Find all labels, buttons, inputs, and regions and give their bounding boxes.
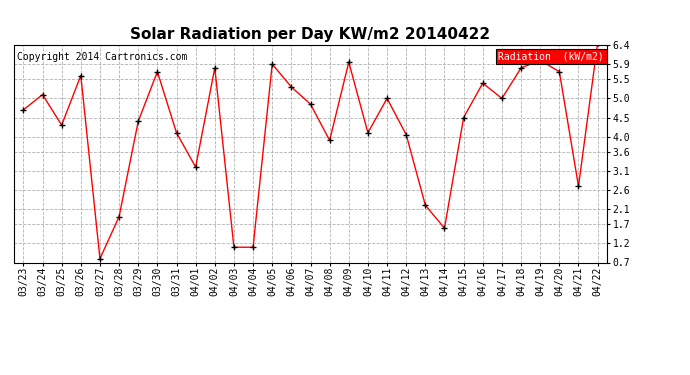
Title: Solar Radiation per Day KW/m2 20140422: Solar Radiation per Day KW/m2 20140422 [130, 27, 491, 42]
Text: Radiation  (kW/m2): Radiation (kW/m2) [498, 51, 604, 62]
Text: Copyright 2014 Cartronics.com: Copyright 2014 Cartronics.com [17, 51, 187, 62]
